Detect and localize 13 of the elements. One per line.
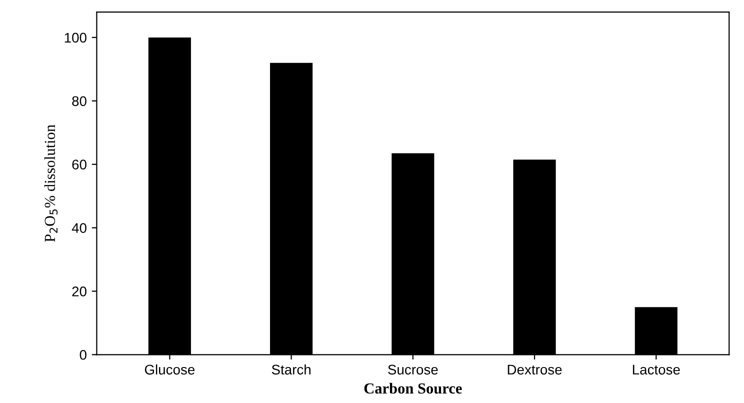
y-axis-title: P$_{2}$O$_{5}$% dissolution	[44, 124, 58, 242]
x-axis-title: Carbon Source	[364, 382, 462, 394]
y-tick-label: 80	[72, 96, 86, 106]
y-tick-label: 0	[80, 350, 86, 360]
x-tick-label: Dextrose	[508, 364, 562, 375]
y-tick-label: 100	[64, 32, 86, 43]
x-tick-label: Sucrose	[388, 364, 438, 375]
y-tick-label: 20	[72, 286, 86, 296]
x-tick-label: Lactose	[632, 364, 680, 375]
x-tick-label: Starch	[272, 364, 310, 375]
x-tick-label: Glucose	[144, 364, 195, 375]
y-tick-label: 40	[72, 223, 86, 233]
y-tick-label: 60	[72, 160, 86, 170]
